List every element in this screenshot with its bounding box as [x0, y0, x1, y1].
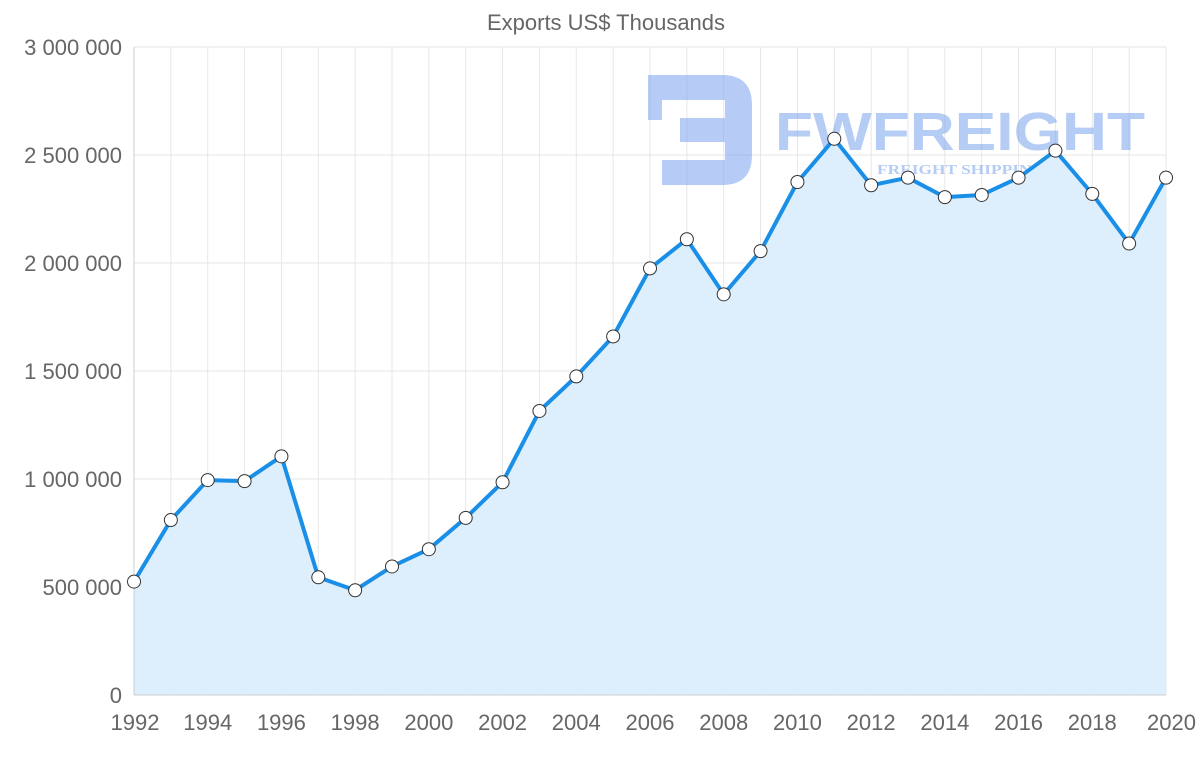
- data-point-1993[interactable]: [163, 513, 178, 528]
- data-point-1996[interactable]: [274, 449, 289, 464]
- chart-title: Exports US$ Thousands: [487, 10, 725, 35]
- data-point-2019[interactable]: [1122, 236, 1137, 251]
- data-point-2009[interactable]: [753, 244, 768, 259]
- y-tick-label: 3 000 000: [24, 35, 122, 60]
- x-tick-label: 2006: [626, 710, 675, 735]
- data-point-2008[interactable]: [716, 287, 731, 302]
- x-tick-label: 1998: [331, 710, 380, 735]
- y-axis-ticks: 0 500 000 1 000 000 1 500 000 2 000 000 2 500…: [24, 35, 122, 708]
- data-point-2005[interactable]: [606, 329, 621, 344]
- series-area-fill: [134, 138, 1166, 696]
- x-tick-label: 1994: [183, 710, 232, 735]
- y-tick-label: 0: [110, 683, 122, 708]
- data-point-2018[interactable]: [1085, 186, 1100, 201]
- x-tick-label: 2000: [404, 710, 453, 735]
- data-point-2010[interactable]: [790, 175, 805, 189]
- data-point-2020[interactable]: [1159, 170, 1173, 185]
- y-tick-label: 2 500 000: [24, 143, 122, 168]
- data-point-2002[interactable]: [495, 475, 510, 490]
- x-tick-label: 2010: [773, 710, 822, 735]
- x-tick-label: 2016: [994, 710, 1043, 735]
- data-point-1995[interactable]: [237, 474, 252, 489]
- x-tick-label: 2020: [1147, 710, 1196, 735]
- x-tick-label: 2012: [847, 710, 896, 735]
- watermark-logo: [648, 75, 752, 185]
- series-markers: [127, 131, 1173, 598]
- watermark-tagline: FREIGHT SHIPPING: [877, 163, 1045, 178]
- data-point-2012[interactable]: [864, 178, 879, 193]
- data-point-1992[interactable]: [127, 574, 141, 589]
- x-tick-label: 2014: [920, 710, 969, 735]
- x-tick-label: 1996: [257, 710, 306, 735]
- data-point-2007[interactable]: [679, 232, 694, 247]
- x-tick-label: 2002: [478, 710, 527, 735]
- data-point-1999[interactable]: [385, 559, 399, 574]
- x-tick-label: 2018: [1068, 710, 1117, 735]
- x-tick-label: 2008: [699, 710, 748, 735]
- data-point-2013[interactable]: [901, 170, 915, 185]
- x-axis-ticks: 1992 1994 1996 1998 2000 2002 2004 2006 2008 2010…: [111, 710, 1196, 735]
- y-tick-label: 1 000 000: [24, 467, 122, 492]
- x-tick-label: 2004: [552, 710, 601, 735]
- data-point-1997[interactable]: [311, 570, 326, 585]
- data-point-2003[interactable]: [532, 403, 547, 418]
- x-tick-label: 1992: [111, 710, 160, 735]
- data-point-2016[interactable]: [1011, 170, 1026, 185]
- data-point-2004[interactable]: [569, 369, 584, 384]
- data-point-2017[interactable]: [1048, 143, 1063, 158]
- y-tick-label: 500 000: [42, 575, 122, 600]
- data-point-1998[interactable]: [348, 583, 363, 598]
- data-point-2014[interactable]: [937, 190, 952, 205]
- data-point-2011[interactable]: [827, 131, 842, 146]
- data-point-1994[interactable]: [200, 473, 215, 488]
- data-point-2015[interactable]: [974, 187, 989, 202]
- data-point-2000[interactable]: [421, 542, 436, 557]
- y-tick-label: 1 500 000: [24, 359, 122, 384]
- data-point-2006[interactable]: [643, 261, 657, 276]
- y-tick-label: 2 000 000: [24, 251, 122, 276]
- data-point-2001[interactable]: [458, 510, 473, 525]
